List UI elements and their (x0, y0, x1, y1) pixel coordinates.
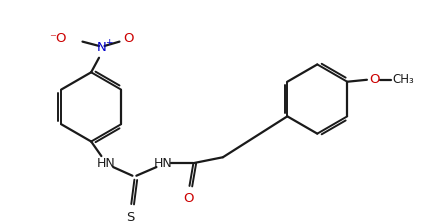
Text: HN: HN (153, 157, 172, 170)
Text: ⁻O: ⁻O (49, 32, 67, 45)
Text: N: N (97, 41, 107, 54)
Text: +: + (105, 37, 112, 47)
Text: O: O (369, 73, 379, 86)
Text: CH₃: CH₃ (392, 73, 414, 86)
Text: O: O (184, 192, 194, 205)
Text: O: O (123, 32, 134, 45)
Text: HN: HN (97, 157, 115, 170)
Text: S: S (126, 211, 135, 224)
